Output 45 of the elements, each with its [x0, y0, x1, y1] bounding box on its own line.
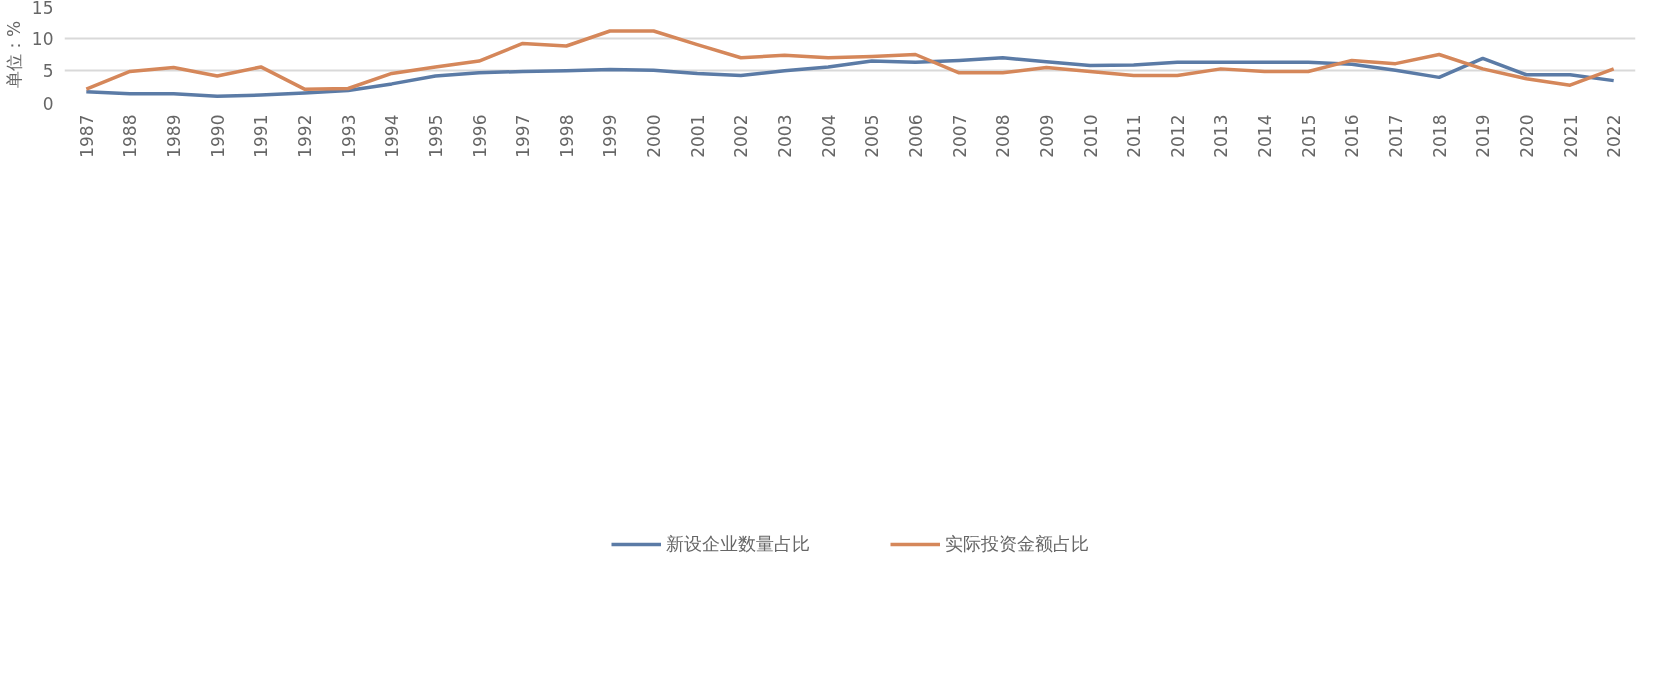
y-tick-label: 10	[31, 28, 54, 49]
x-tick-label: 2005	[862, 114, 883, 158]
legend-label: 实际投资金额占比	[944, 532, 1089, 556]
x-tick-label: 2009	[1036, 114, 1057, 158]
x-tick-label: 1992	[295, 114, 316, 158]
x-tick-label: 2017	[1385, 114, 1406, 158]
x-tick-label: 2014	[1255, 114, 1276, 158]
x-tick-label: 1990	[207, 114, 228, 158]
x-tick-label: 2020	[1516, 114, 1537, 158]
x-tick-label: 2003	[775, 114, 796, 158]
x-tick-label: 2016	[1342, 114, 1363, 158]
line-series	[84, 56, 1616, 99]
y-tick-label: 15	[31, 0, 54, 18]
x-tick-label: 2000	[644, 114, 665, 158]
line-series	[84, 29, 1616, 91]
x-tick-label: 1988	[120, 114, 141, 158]
y-tick-label: 5	[42, 61, 54, 82]
x-tick-label: 2022	[1604, 114, 1625, 158]
x-tick-label: 2013	[1211, 114, 1232, 158]
x-tick-label: 2010	[1080, 114, 1101, 158]
x-tick-label: 2018	[1429, 114, 1450, 158]
x-tick-label: 2004	[818, 114, 839, 158]
x-tick-label: 2021	[1560, 114, 1581, 158]
x-tick-label: 1998	[556, 114, 577, 158]
x-tick-label: 1997	[513, 114, 534, 158]
x-tick-label: 2011	[1124, 114, 1145, 158]
y-tick-label: 0	[42, 94, 54, 114]
x-tick-label: 2001	[687, 114, 708, 158]
x-tick-label: 2002	[731, 114, 752, 158]
x-tick-label: 2007	[949, 114, 970, 158]
x-tick-label: 1989	[164, 114, 185, 158]
x-tick-label: 2015	[1298, 114, 1319, 158]
x-tick-label: 1994	[382, 114, 403, 158]
x-tick-label: 2012	[1167, 114, 1188, 158]
x-tick-label: 1996	[469, 114, 490, 158]
x-tick-label: 2019	[1473, 114, 1494, 158]
x-tick-label: 1995	[425, 114, 446, 158]
y-axis-title: 单位：%	[3, 20, 24, 89]
x-tick-label: 1999	[600, 114, 621, 158]
x-tick-label: 2006	[905, 114, 926, 158]
legend-label: 新设企业数量占比	[665, 532, 810, 556]
x-tick-label: 2008	[993, 114, 1014, 158]
x-tick-label: 1993	[338, 114, 359, 158]
x-tick-label: 1987	[76, 114, 97, 158]
x-tick-label: 1991	[251, 114, 272, 158]
